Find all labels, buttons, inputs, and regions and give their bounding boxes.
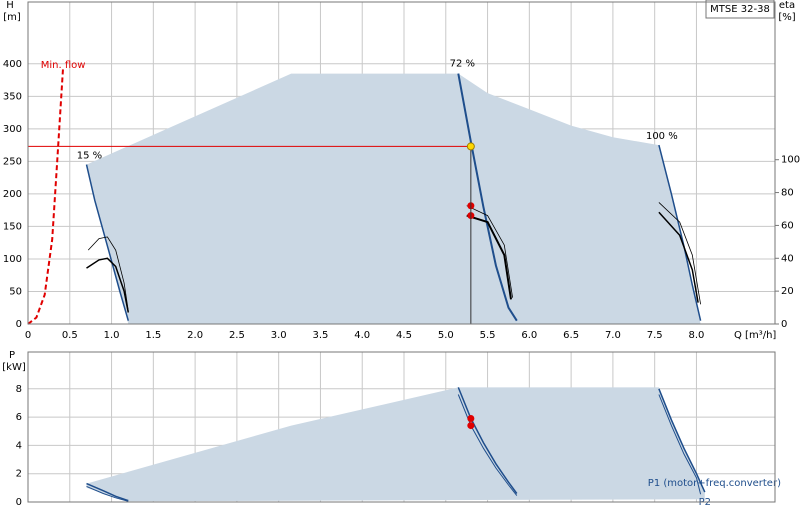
- plot-frame: [27, 351, 776, 503]
- curve: [86, 485, 129, 502]
- y-tick-label: 200: [3, 189, 22, 200]
- curve: [85, 164, 130, 321]
- x-tick-label: 4.0: [354, 330, 370, 341]
- y-tick-label: 150: [3, 221, 22, 232]
- x-tick-label: 0: [25, 330, 31, 341]
- curve-label: 72 %: [450, 59, 475, 70]
- x-tick-label: 0.5: [62, 330, 78, 341]
- y-tick-label: 350: [3, 91, 22, 102]
- y-tick-label: 400: [3, 59, 22, 70]
- efficiency-curve: [466, 214, 512, 300]
- title-box: [705, 0, 775, 19]
- y2-tick-label: 40: [781, 253, 794, 264]
- y-axis-unit: [kW]: [2, 362, 26, 373]
- y2-axis-unit: [%]: [778, 12, 795, 23]
- y2-tick-label: 0: [781, 319, 787, 330]
- chart-title: MTSE 32-38: [710, 4, 770, 15]
- curve: [27, 67, 65, 325]
- x-axis-label: Q [m³/h]: [734, 330, 776, 341]
- y-tick-label: 0: [16, 497, 22, 508]
- operating-area: [86, 387, 705, 502]
- y-tick-label: 0: [16, 319, 22, 330]
- y-axis-unit: [m]: [3, 12, 21, 23]
- x-tick-label: 6.5: [563, 330, 579, 341]
- efficiency-curve: [86, 257, 130, 313]
- x-tick-label: 8.0: [689, 330, 705, 341]
- y-axis-label: P: [9, 350, 15, 361]
- y-tick-label: 100: [3, 254, 22, 265]
- curve: [658, 394, 702, 495]
- plot-frame: [27, 1, 776, 325]
- x-tick-label: 7.5: [647, 330, 663, 341]
- y-tick-label: 4: [16, 440, 22, 451]
- x-tick-label: 1.5: [145, 330, 161, 341]
- y-tick-label: 8: [16, 384, 22, 395]
- x-tick-label: 5.0: [438, 330, 454, 341]
- y2-tick-label: 100: [781, 155, 800, 166]
- operating-area: [86, 73, 701, 324]
- y2-tick-label: 60: [781, 220, 794, 231]
- curve-label: 15 %: [77, 151, 102, 162]
- curve-label: 100 %: [646, 131, 678, 142]
- x-tick-label: 1.0: [104, 330, 120, 341]
- y-tick-label: 50: [9, 286, 22, 297]
- operating-point: [467, 422, 475, 430]
- x-tick-label: 3.5: [312, 330, 328, 341]
- y-tick-label: 2: [16, 469, 22, 480]
- curve: [457, 73, 518, 322]
- x-tick-label: 7.0: [605, 330, 621, 341]
- y2-axis-label: eta: [779, 0, 795, 11]
- x-tick-label: 2.5: [229, 330, 245, 341]
- y-tick-label: 300: [3, 124, 22, 135]
- curve: [658, 388, 706, 493]
- x-tick-label: 6.0: [521, 330, 537, 341]
- curve-label: Min. flow: [41, 60, 86, 71]
- duty-point: [466, 142, 475, 151]
- x-tick-label: 2.0: [187, 330, 203, 341]
- efficiency-curve: [466, 205, 513, 298]
- curve-label: P1 (motor+freq.converter): [648, 478, 781, 489]
- y-tick-label: 6: [16, 412, 22, 423]
- y-tick-label: 250: [3, 156, 22, 167]
- operating-point: [467, 415, 475, 423]
- x-tick-label: 5.5: [480, 330, 496, 341]
- curve: [457, 387, 518, 494]
- efficiency-curve: [658, 211, 699, 303]
- curve: [86, 482, 129, 502]
- y2-tick-label: 20: [781, 286, 794, 297]
- curve-label: P2: [699, 497, 711, 508]
- efficiency-curve: [658, 202, 701, 305]
- y2-tick-label: 80: [781, 188, 794, 199]
- efficiency-curve: [87, 236, 129, 311]
- x-tick-label: 3.0: [271, 330, 287, 341]
- y-axis-label: H: [6, 0, 14, 11]
- x-tick-label: 4.5: [396, 330, 412, 341]
